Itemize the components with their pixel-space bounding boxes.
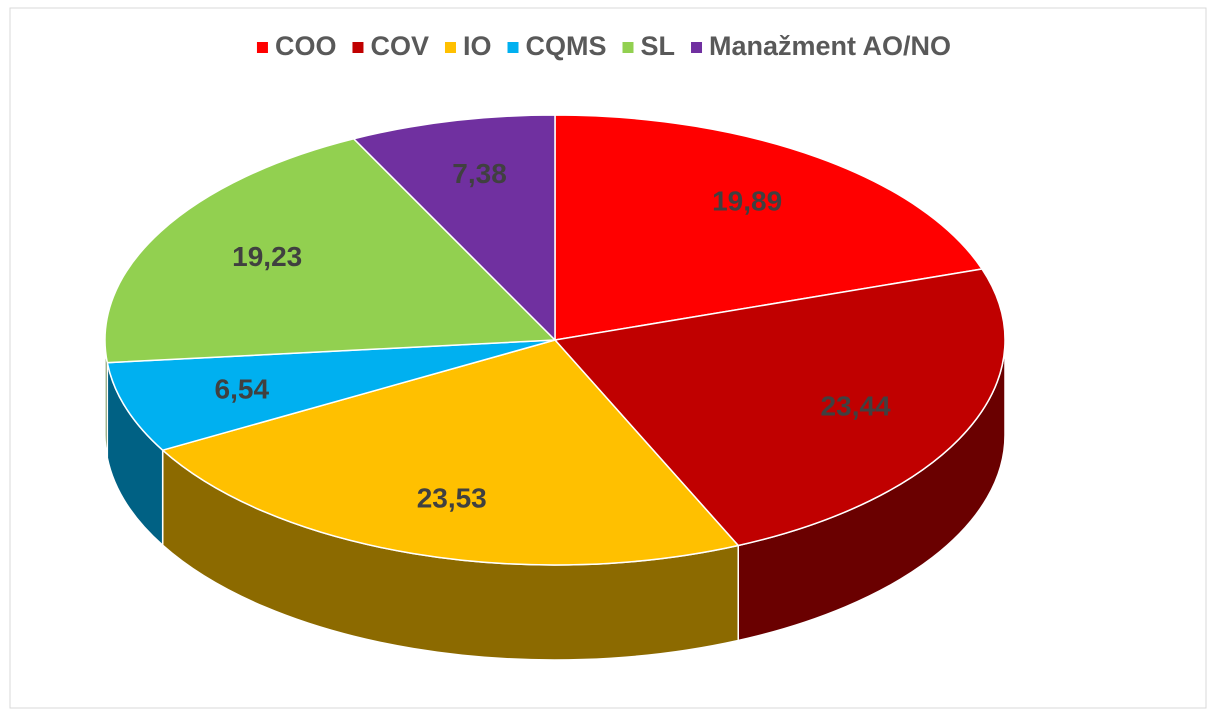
slice (104, 137, 557, 364)
legend-swatch (352, 42, 364, 53)
legend-label: COV (370, 31, 429, 61)
data-label: 23,44 (821, 390, 891, 421)
slice (553, 268, 1006, 547)
slice (106, 339, 556, 452)
legend-label: SL (641, 31, 676, 61)
data-label: 23,53 (417, 483, 487, 514)
legend-swatch (444, 42, 456, 53)
data-label: 19,23 (232, 241, 302, 272)
slice (554, 114, 984, 341)
data-label: 6,54 (215, 373, 270, 404)
legend-swatch (256, 42, 268, 53)
data-label: 7,38 (452, 158, 507, 189)
legend-label: COO (275, 31, 337, 61)
slice (161, 339, 740, 566)
legend-label: Manažment AO/NO (709, 31, 951, 61)
legend-swatch (507, 42, 519, 53)
legend-label: IO (463, 31, 492, 61)
legend-swatch (691, 42, 703, 53)
legend-swatch (622, 42, 634, 53)
legend-label: CQMS (526, 31, 607, 61)
slice (352, 114, 556, 342)
data-label: 19,89 (712, 186, 782, 217)
